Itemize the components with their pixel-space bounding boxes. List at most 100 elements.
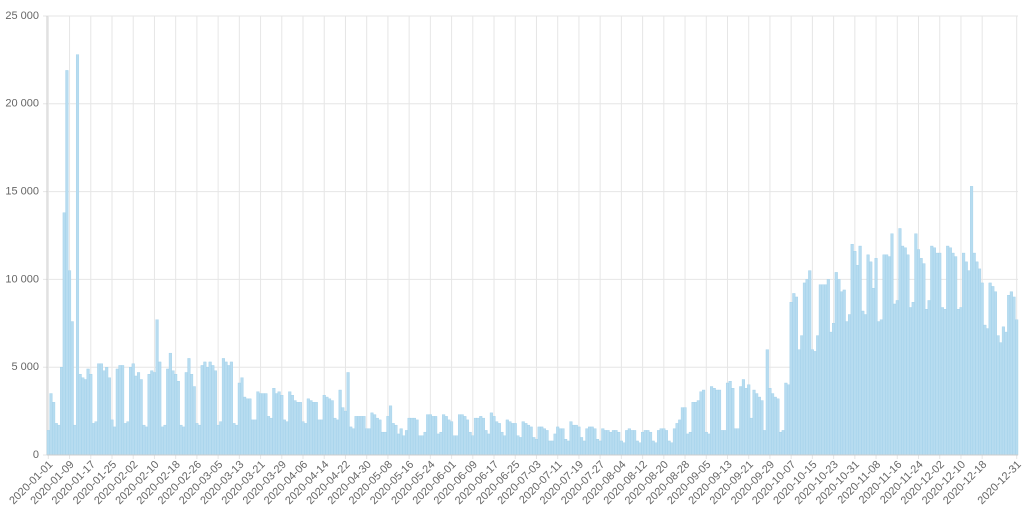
bar bbox=[728, 381, 732, 456]
bar bbox=[638, 442, 642, 456]
bar bbox=[813, 351, 817, 456]
bar bbox=[121, 365, 125, 456]
y-tick-label: 20 000 bbox=[5, 98, 39, 110]
bar bbox=[511, 423, 515, 456]
bar bbox=[635, 440, 639, 456]
bar bbox=[794, 296, 799, 456]
bar bbox=[526, 424, 531, 456]
bar bbox=[91, 423, 95, 456]
bar bbox=[383, 431, 387, 456]
bar bbox=[946, 245, 950, 456]
bar bbox=[248, 398, 252, 456]
bar bbox=[60, 367, 64, 456]
bar bbox=[137, 372, 141, 456]
bar bbox=[845, 321, 849, 456]
bar bbox=[540, 426, 544, 456]
bar bbox=[391, 423, 395, 456]
bar bbox=[176, 381, 180, 456]
bar bbox=[797, 349, 801, 456]
bar bbox=[301, 421, 305, 456]
bar bbox=[70, 321, 74, 456]
bar bbox=[550, 440, 554, 456]
bar bbox=[773, 396, 777, 456]
bar bbox=[495, 421, 499, 456]
bar bbox=[489, 412, 493, 456]
bar bbox=[749, 417, 753, 456]
bar bbox=[280, 395, 284, 456]
bar bbox=[696, 400, 700, 456]
bar bbox=[582, 440, 586, 456]
bar bbox=[834, 272, 838, 456]
bar bbox=[800, 335, 804, 456]
bar bbox=[699, 391, 703, 456]
bar bbox=[362, 416, 366, 456]
bar bbox=[285, 421, 289, 456]
bar bbox=[678, 419, 682, 456]
bar bbox=[564, 438, 568, 456]
bar bbox=[545, 430, 549, 456]
bar bbox=[556, 426, 560, 456]
bar bbox=[78, 374, 82, 456]
bar bbox=[609, 431, 613, 456]
bar bbox=[83, 379, 87, 456]
bar bbox=[916, 249, 921, 456]
bar bbox=[781, 430, 785, 456]
bar bbox=[999, 342, 1003, 456]
bar bbox=[49, 393, 53, 456]
bar bbox=[683, 407, 687, 456]
bar bbox=[282, 419, 286, 456]
bar bbox=[160, 426, 164, 456]
bar bbox=[399, 428, 403, 456]
bar bbox=[988, 282, 992, 456]
bar bbox=[895, 300, 899, 456]
bar bbox=[972, 252, 976, 456]
bar bbox=[672, 428, 676, 456]
bar bbox=[192, 386, 196, 456]
bar bbox=[274, 393, 279, 456]
y-tick-label: 15 000 bbox=[5, 186, 39, 198]
bar bbox=[603, 430, 607, 456]
bar bbox=[269, 417, 273, 456]
bar bbox=[614, 430, 618, 456]
bar bbox=[739, 386, 743, 456]
bar bbox=[407, 417, 411, 456]
bar bbox=[516, 435, 520, 456]
bar bbox=[871, 287, 875, 456]
bar bbox=[574, 424, 578, 456]
bar bbox=[52, 402, 56, 456]
bar bbox=[606, 430, 610, 456]
bar bbox=[211, 365, 215, 456]
bar bbox=[893, 303, 897, 456]
bar bbox=[1004, 331, 1008, 456]
bar bbox=[378, 419, 382, 456]
bar bbox=[309, 400, 313, 456]
bar bbox=[447, 419, 451, 456]
bar bbox=[598, 440, 602, 456]
bar bbox=[168, 352, 172, 456]
bar bbox=[991, 286, 995, 456]
bar bbox=[850, 244, 854, 456]
bar bbox=[322, 395, 326, 456]
bar bbox=[492, 416, 496, 456]
bar bbox=[370, 412, 374, 456]
bar bbox=[898, 228, 902, 456]
bar bbox=[434, 416, 438, 456]
bar bbox=[195, 423, 199, 456]
bar bbox=[171, 370, 175, 456]
bar bbox=[389, 405, 393, 456]
bar bbox=[147, 374, 151, 456]
bar bbox=[641, 431, 645, 456]
bar bbox=[46, 430, 50, 456]
bar bbox=[235, 424, 239, 456]
bar bbox=[131, 363, 135, 456]
bar bbox=[184, 372, 188, 456]
y-tick-label: 5 000 bbox=[11, 361, 39, 373]
bar bbox=[725, 382, 730, 456]
bar bbox=[736, 428, 740, 456]
bar bbox=[296, 402, 300, 456]
bar bbox=[890, 233, 894, 456]
bar bbox=[967, 270, 971, 456]
bar bbox=[203, 361, 207, 456]
bar bbox=[264, 393, 268, 456]
bar bbox=[659, 428, 663, 456]
